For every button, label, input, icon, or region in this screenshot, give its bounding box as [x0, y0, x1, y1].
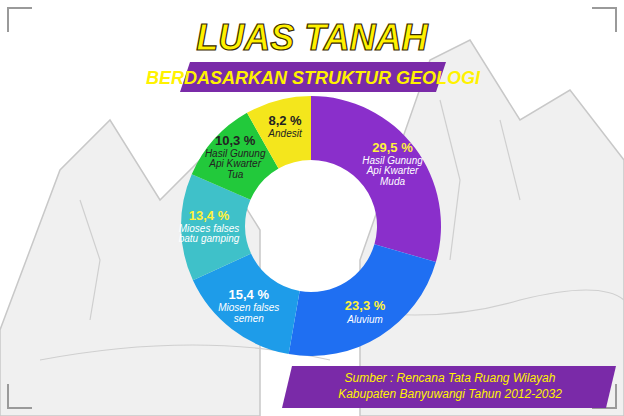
svg-text:23,3 %: 23,3 %: [345, 298, 386, 313]
svg-text:Hasil Gunung: Hasil Gunung: [205, 148, 266, 159]
svg-text:8,2 %: 8,2 %: [268, 113, 302, 128]
svg-text:Api Kwarter: Api Kwarter: [366, 165, 419, 176]
svg-text:Hasil Gunung: Hasil Gunung: [362, 155, 423, 166]
svg-text:Tua: Tua: [227, 169, 244, 180]
svg-text:10,3 %: 10,3 %: [215, 133, 256, 148]
svg-text:29,5 %: 29,5 %: [372, 140, 413, 155]
svg-text:BERDASARKAN STRUKTUR GEOLOGI: BERDASARKAN STRUKTUR GEOLOGI: [146, 68, 481, 88]
svg-text:Muda: Muda: [380, 176, 405, 187]
svg-text:Api Kwarter: Api Kwarter: [208, 158, 261, 169]
svg-text:15,4 %: 15,4 %: [229, 287, 270, 302]
svg-text:Andesit: Andesit: [267, 128, 303, 139]
svg-text:Sumber : Rencana Tata Ruang Wi: Sumber : Rencana Tata Ruang Wilayah: [345, 371, 556, 385]
svg-text:LUAS TANAH: LUAS TANAH: [196, 17, 428, 58]
svg-text:Miosen falses: Miosen falses: [218, 302, 279, 313]
svg-text:Mioses falses: Mioses falses: [179, 223, 240, 234]
svg-text:13,4 %: 13,4 %: [189, 208, 230, 223]
svg-text:semen: semen: [234, 313, 264, 324]
svg-text:Kabupaten Banyuwangi Tahun 201: Kabupaten Banyuwangi Tahun 2012-2032: [338, 387, 562, 401]
svg-text:batu gamping: batu gamping: [179, 233, 240, 244]
svg-text:Aluvium: Aluvium: [346, 314, 383, 325]
